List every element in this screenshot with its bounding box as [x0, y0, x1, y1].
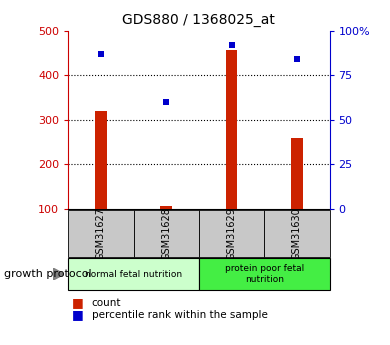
Polygon shape — [53, 268, 64, 280]
Bar — [199, 210, 264, 257]
Text: count: count — [92, 298, 121, 307]
Point — [98, 51, 104, 57]
Text: GSM31629: GSM31629 — [227, 207, 237, 260]
Text: protein poor fetal
nutrition: protein poor fetal nutrition — [225, 264, 304, 284]
Bar — [133, 210, 199, 257]
Bar — [291, 138, 303, 209]
Bar — [68, 258, 199, 290]
Bar — [95, 111, 107, 209]
Text: ■: ■ — [72, 296, 84, 309]
Point — [229, 42, 235, 48]
Text: ■: ■ — [72, 308, 84, 321]
Bar — [264, 210, 330, 257]
Point — [294, 57, 300, 62]
Text: GSM31627: GSM31627 — [96, 207, 106, 260]
Text: growth protocol: growth protocol — [4, 269, 92, 279]
Title: GDS880 / 1368025_at: GDS880 / 1368025_at — [122, 13, 275, 27]
Bar — [68, 210, 133, 257]
Bar — [160, 206, 172, 209]
Bar — [226, 50, 238, 209]
Point — [163, 99, 169, 105]
Text: normal fetal nutrition: normal fetal nutrition — [85, 269, 182, 279]
Text: GSM31628: GSM31628 — [161, 207, 171, 260]
Text: GSM31630: GSM31630 — [292, 207, 302, 260]
Text: percentile rank within the sample: percentile rank within the sample — [92, 310, 268, 319]
Bar — [199, 258, 330, 290]
